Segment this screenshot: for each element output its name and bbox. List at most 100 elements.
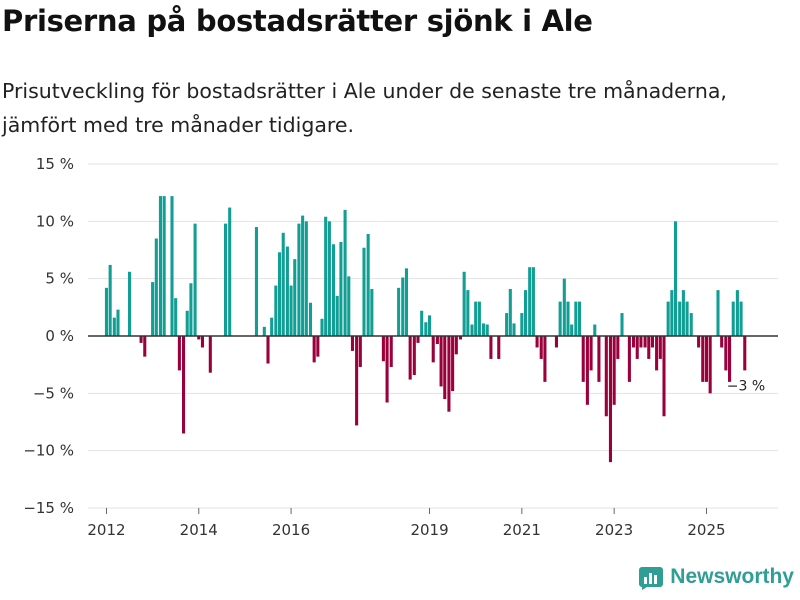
bar <box>151 282 155 336</box>
bar <box>681 290 685 336</box>
bar <box>158 196 162 336</box>
bar <box>558 301 562 336</box>
y-tick-label: −5 % <box>33 384 74 402</box>
bar <box>616 336 620 359</box>
bar <box>185 310 189 336</box>
y-tick-label: 0 % <box>45 327 74 345</box>
bar <box>197 336 201 340</box>
bar <box>608 336 612 463</box>
newsworthy-logo: Newsworthy <box>638 564 794 590</box>
bar <box>466 290 470 336</box>
bar <box>308 302 312 336</box>
bar <box>439 336 443 387</box>
bar <box>424 322 428 336</box>
bar <box>520 313 524 336</box>
bar <box>604 336 608 417</box>
bar <box>350 336 354 351</box>
bar <box>470 324 474 336</box>
bar <box>116 309 120 336</box>
x-tick-label: 2025 <box>687 521 725 539</box>
bar <box>435 336 439 345</box>
bar <box>620 313 624 336</box>
bar <box>535 336 539 348</box>
bar <box>655 336 659 371</box>
bar <box>593 324 597 336</box>
bar <box>531 267 535 336</box>
bar <box>293 259 297 336</box>
annotations: −3 % <box>88 335 778 394</box>
brand-name: Newsworthy <box>670 565 794 588</box>
bar <box>566 301 570 336</box>
bar <box>578 301 582 336</box>
bar <box>385 336 389 403</box>
y-tick-label: −15 % <box>23 499 74 517</box>
bar <box>662 336 666 417</box>
x-tick-label: 2016 <box>272 521 310 539</box>
bar <box>332 244 336 336</box>
bar <box>347 276 351 336</box>
chart-title: Priserna på bostadsrätter sjönk i Ale <box>2 4 593 38</box>
bar <box>639 336 643 348</box>
x-tick-label: 2012 <box>87 521 125 539</box>
bar <box>112 317 116 336</box>
bar <box>589 336 593 371</box>
bar <box>381 336 385 362</box>
bar <box>428 315 432 336</box>
y-axis: −15 % −10 % −5 % 0 % 5 % 10 % 15 % <box>23 155 74 517</box>
bar <box>666 301 670 336</box>
bar <box>570 324 574 336</box>
bar <box>477 301 481 336</box>
chart-subtitle: Prisutveckling för bostadsrätter i Ale u… <box>2 79 727 137</box>
bar <box>512 323 516 336</box>
bar <box>177 336 181 371</box>
bar <box>154 238 158 336</box>
bar <box>454 336 458 355</box>
bar <box>397 287 401 336</box>
bar <box>301 215 305 336</box>
bar <box>458 336 462 340</box>
bar <box>335 295 339 336</box>
x-tick-label: 2014 <box>180 521 218 539</box>
bar <box>585 336 589 405</box>
x-tick-label: 2021 <box>503 521 541 539</box>
bar <box>562 278 566 336</box>
bar <box>416 336 420 343</box>
bar <box>431 336 435 363</box>
bar <box>524 290 528 336</box>
last-value-label: −3 % <box>727 378 765 394</box>
bar <box>485 324 489 336</box>
bar <box>362 247 366 336</box>
bar <box>262 326 266 336</box>
bar <box>716 290 720 336</box>
bar <box>339 241 343 336</box>
bar <box>208 336 212 373</box>
y-tick-label: −10 % <box>23 442 74 460</box>
bar <box>389 336 393 367</box>
bar <box>289 285 293 336</box>
bar <box>327 221 331 336</box>
bar <box>404 268 408 336</box>
bar <box>647 336 651 359</box>
bar <box>627 336 631 382</box>
x-tick-label: 2023 <box>595 521 633 539</box>
bar <box>612 336 616 405</box>
bar <box>254 227 258 336</box>
bar <box>193 223 197 336</box>
bar <box>554 336 558 348</box>
bar <box>643 336 647 348</box>
bar <box>505 313 509 336</box>
bar <box>355 336 359 426</box>
bar <box>462 271 466 336</box>
bar <box>597 336 601 382</box>
bar <box>678 301 682 336</box>
bar <box>720 336 724 348</box>
bar <box>581 336 585 382</box>
bar <box>170 196 174 336</box>
bar-chart-logo-icon <box>639 567 664 590</box>
bar <box>228 207 232 336</box>
bar <box>343 209 347 336</box>
bar <box>650 336 654 348</box>
bar <box>574 301 578 336</box>
gridlines <box>88 163 778 509</box>
bar <box>704 336 708 382</box>
